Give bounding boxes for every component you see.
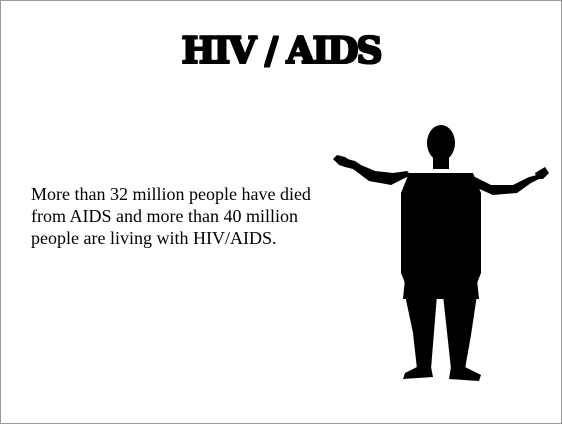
person-shrugging-silhouette-icon [331,123,551,385]
slide-title: HIV / AIDS [181,30,383,72]
slide-body-text: More than 32 million people have died fr… [31,184,311,248]
